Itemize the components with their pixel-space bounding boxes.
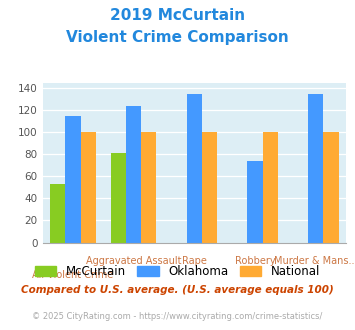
Bar	[323, 132, 339, 243]
Text: All Violent Crime: All Violent Crime	[32, 270, 114, 280]
Text: Aggravated Assault: Aggravated Assault	[86, 256, 181, 266]
Bar	[202, 132, 217, 243]
Legend: McCurtain, Oklahoma, National: McCurtain, Oklahoma, National	[31, 262, 324, 282]
Text: 2019 McCurtain: 2019 McCurtain	[110, 8, 245, 23]
Bar	[141, 132, 157, 243]
Text: © 2025 CityRating.com - https://www.cityrating.com/crime-statistics/: © 2025 CityRating.com - https://www.city…	[32, 312, 323, 321]
Bar	[65, 115, 81, 243]
Bar	[81, 132, 96, 243]
Text: Murder & Mans...: Murder & Mans...	[274, 256, 355, 266]
Text: Robbery: Robbery	[235, 256, 275, 266]
Bar	[308, 93, 323, 243]
Bar	[111, 153, 126, 243]
Bar	[50, 184, 65, 243]
Text: Violent Crime Comparison: Violent Crime Comparison	[66, 30, 289, 45]
Text: Rape: Rape	[182, 256, 207, 266]
Bar	[187, 93, 202, 243]
Bar	[126, 106, 141, 243]
Bar	[263, 132, 278, 243]
Bar	[247, 161, 263, 243]
Text: Compared to U.S. average. (U.S. average equals 100): Compared to U.S. average. (U.S. average …	[21, 285, 334, 295]
